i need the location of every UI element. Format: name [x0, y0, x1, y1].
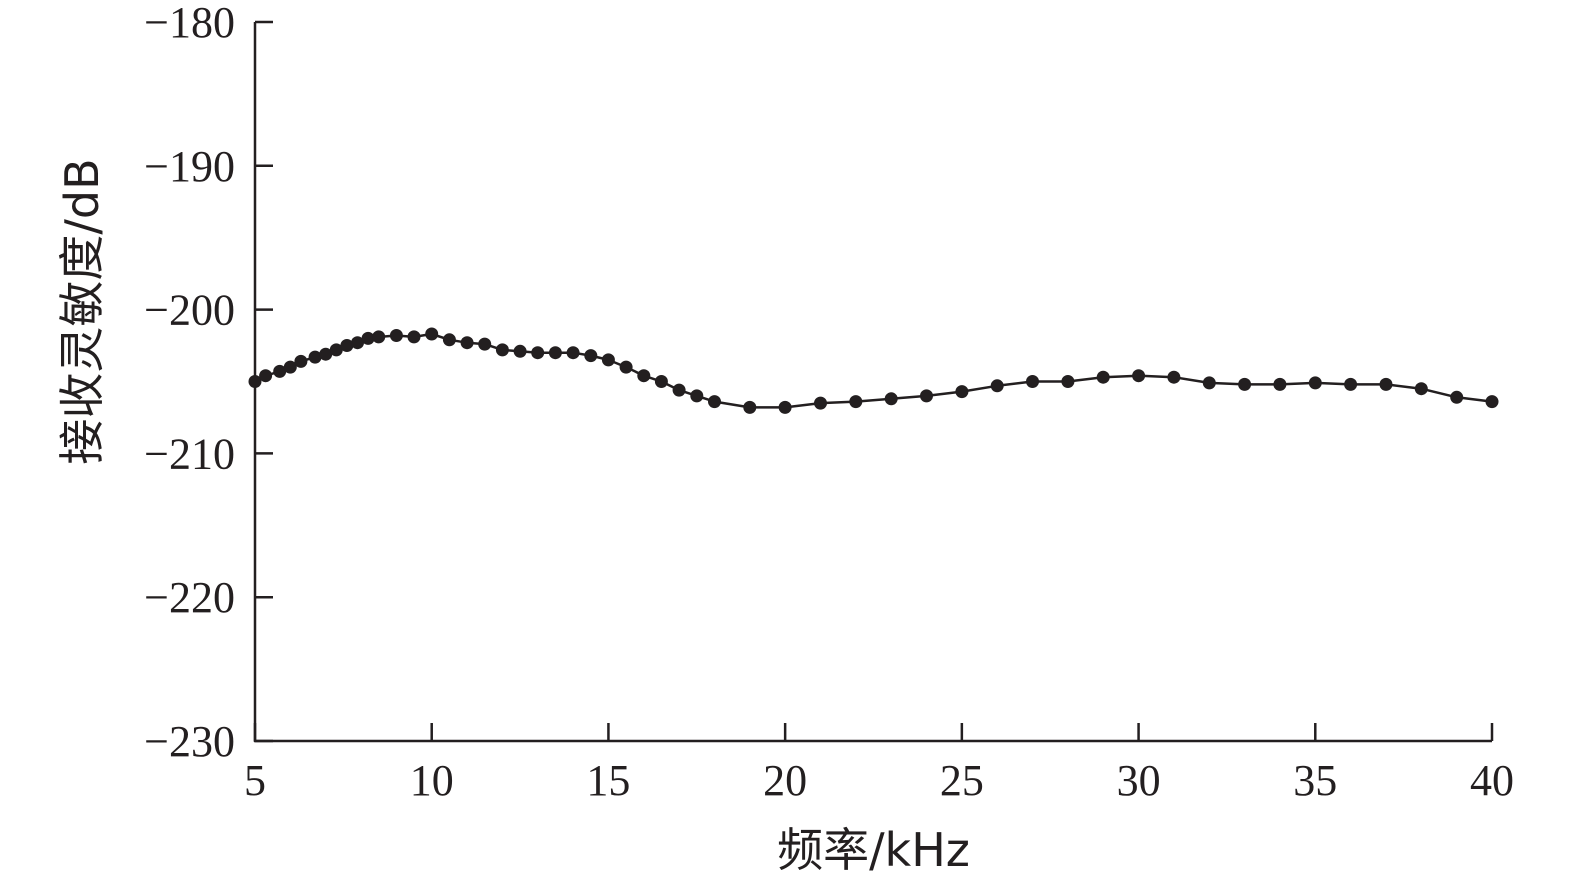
x-axis-title: 频率/kHz: [777, 823, 970, 877]
data-point: [1450, 390, 1464, 404]
data-point: [1202, 376, 1216, 390]
data-point: [248, 375, 262, 388]
data-point: [955, 385, 969, 399]
axes: [253, 22, 1492, 743]
data-point: [1308, 376, 1322, 390]
y-tick-label: −230: [144, 717, 235, 766]
data-point: [884, 392, 898, 406]
data-point: [1132, 369, 1146, 383]
series-line: [254, 332, 1493, 409]
y-tick-label: −220: [144, 573, 235, 622]
data-point: [389, 329, 403, 342]
data-point: [340, 339, 354, 352]
x-tick-label: 15: [586, 756, 630, 805]
data-point: [495, 343, 509, 357]
data-point: [329, 343, 343, 357]
data-point: [654, 375, 668, 388]
x-tick-label: 25: [940, 756, 984, 805]
x-tick-label: 5: [244, 756, 266, 805]
data-point: [690, 389, 704, 403]
data-point: [814, 396, 827, 410]
data-point: [442, 333, 456, 347]
x-tick-label: 35: [1293, 756, 1337, 805]
data-point: [372, 330, 386, 344]
data-point: [849, 395, 863, 409]
data-point: [259, 369, 273, 383]
data-point: [407, 330, 421, 344]
data-point: [778, 400, 792, 414]
data-point: [273, 364, 287, 378]
data-point: [425, 327, 439, 341]
data-point: [1096, 370, 1110, 384]
data-point: [283, 360, 297, 374]
data-point: [319, 347, 333, 361]
data-point: [990, 379, 1004, 393]
data-point: [1026, 375, 1039, 388]
data-point: [1379, 377, 1393, 391]
data-point: [708, 395, 721, 409]
y-axis-title: 接收灵敏度/dB: [55, 158, 109, 464]
data-point: [1273, 377, 1287, 391]
data-point: [548, 346, 562, 360]
data-point: [566, 346, 580, 360]
data-point: [920, 389, 933, 403]
data-point: [294, 354, 308, 368]
x-tick-label: 10: [410, 756, 454, 805]
series-layer: [248, 327, 1499, 414]
data-point: [1414, 382, 1428, 396]
data-point: [1167, 370, 1181, 384]
y-tick-label: −210: [144, 429, 235, 478]
y-tick-label: −200: [144, 286, 235, 335]
data-point: [1238, 377, 1252, 391]
x-tick-label: 30: [1117, 756, 1161, 805]
data-point: [513, 344, 527, 358]
x-tick-label: 20: [763, 756, 807, 805]
data-point: [1485, 395, 1499, 409]
data-point: [308, 350, 322, 364]
data-point: [361, 331, 375, 345]
data-point: [601, 353, 615, 367]
y-tick-label: −180: [144, 0, 235, 47]
data-point: [672, 383, 686, 397]
x-tick-label: 40: [1470, 756, 1514, 805]
data-point: [1061, 375, 1075, 388]
data-point: [743, 400, 757, 414]
data-point: [637, 369, 651, 383]
y-tick-label: −190: [144, 142, 235, 191]
data-point: [478, 337, 492, 351]
data-point: [531, 346, 545, 360]
data-point: [584, 349, 598, 363]
data-point: [460, 336, 474, 350]
data-point: [619, 360, 633, 374]
data-point: [1344, 377, 1358, 391]
data-point: [351, 336, 364, 350]
